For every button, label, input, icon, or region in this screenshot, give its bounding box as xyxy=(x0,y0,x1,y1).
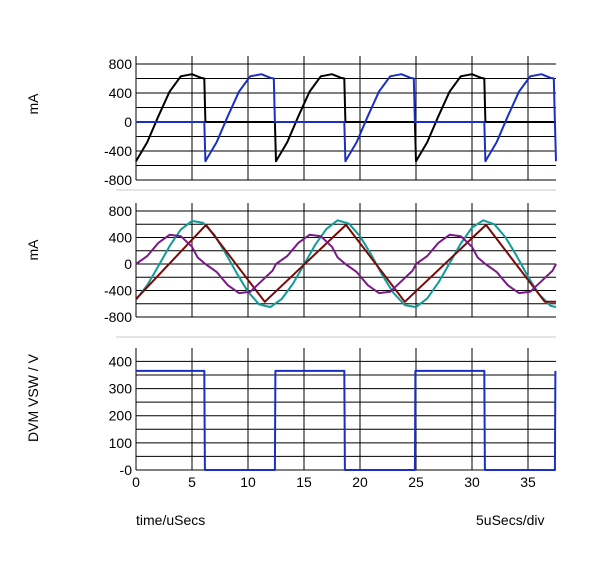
y-tick-label: 400 xyxy=(109,85,133,101)
scale-label: 5uSecs/div xyxy=(476,512,545,528)
x-tick-label: 20 xyxy=(352,474,368,490)
y-axis-label: mA xyxy=(25,93,41,115)
x-tick-label: 35 xyxy=(520,474,536,490)
y-tick-label: 100 xyxy=(109,435,133,451)
x-tick-label: 15 xyxy=(296,474,312,490)
y-tick-label: -400 xyxy=(104,143,132,159)
x-axis-label: time/uSecs xyxy=(136,512,206,528)
y-tick-label: 800 xyxy=(109,203,133,219)
x-tick-label: 10 xyxy=(240,474,256,490)
y-tick-label: 200 xyxy=(109,408,133,424)
y-tick-label: 400 xyxy=(109,353,133,369)
y-tick-label: 0 xyxy=(124,256,132,272)
series-line-2-3 xyxy=(135,233,557,295)
x-tick-label: 30 xyxy=(464,474,480,490)
y-tick-label: -800 xyxy=(104,309,132,325)
y-tick-label: 0 xyxy=(124,114,132,130)
y-tick-label: -800 xyxy=(104,172,132,188)
series-line-3-1 xyxy=(136,369,557,471)
y-tick-label: 400 xyxy=(109,230,133,246)
x-tick-label: 5 xyxy=(188,474,196,490)
y-tick-label: 300 xyxy=(109,381,133,397)
y-axis-label: mA xyxy=(25,239,41,261)
series-line-2-2 xyxy=(135,223,556,303)
y-tick-label: -0 xyxy=(120,462,133,478)
x-tick-label: 0 xyxy=(132,474,140,490)
y-axis-label: DVM VSW / V xyxy=(25,353,41,442)
series-line-1-2 xyxy=(136,73,557,163)
y-tick-label: 800 xyxy=(109,56,133,72)
series-line-1-1 xyxy=(135,73,556,163)
x-tick-label: 25 xyxy=(408,474,424,490)
y-tick-label: -400 xyxy=(104,283,132,299)
